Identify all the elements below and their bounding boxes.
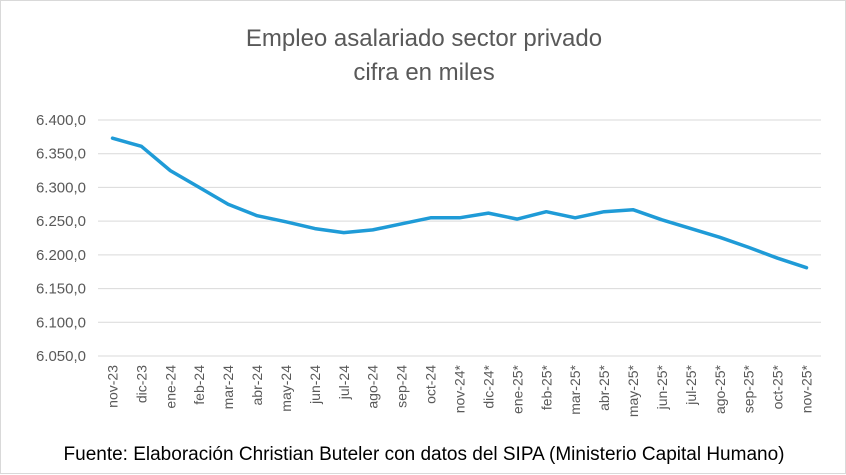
x-axis-tick-labels: nov-23 dic-23 ene-24 feb-24 mar-24 abr-24 may-…	[104, 364, 814, 417]
x-tick-label: ago-25*	[712, 364, 728, 414]
x-tick-label: dic-23	[133, 365, 149, 403]
x-tick-label: ene-24	[162, 365, 178, 409]
x-tick-label: nov-24*	[452, 364, 468, 413]
y-tick-label: 6.200,0	[36, 247, 86, 264]
source-note: Fuente: Elaboración Christian Buteler co…	[1, 444, 846, 466]
x-tick-label: nov-25*	[799, 364, 815, 413]
y-tick-label: 6.250,0	[36, 213, 86, 230]
x-tick-label: oct-24	[423, 365, 439, 404]
x-tick-label: may-25*	[625, 364, 641, 417]
chart-title-line-1: Empleo asalariado sector privado	[246, 25, 602, 52]
y-tick-label: 6.100,0	[36, 314, 86, 331]
series-line-group	[112, 138, 806, 268]
x-tick-label: sep-24	[394, 365, 410, 408]
x-tick-label: jun-24	[307, 365, 323, 405]
y-tick-label: 6.300,0	[36, 179, 86, 196]
x-tick-label: jun-25*	[654, 364, 670, 410]
x-tick-label: feb-24	[191, 365, 207, 405]
x-tick-label: oct-25*	[770, 364, 786, 409]
gridlines	[98, 120, 821, 356]
series-line	[113, 138, 807, 268]
x-tick-label: ago-24	[365, 365, 381, 409]
x-tick-label: feb-25*	[538, 364, 554, 410]
y-tick-label: 6.050,0	[36, 348, 86, 365]
x-tick-label: mar-25*	[567, 364, 583, 414]
x-tick-label: dic-24*	[480, 364, 496, 408]
y-axis-tick-labels: 6.050,0 6.100,0 6.150,0 6.200,0 6.250,0 6.300…	[36, 112, 86, 365]
y-tick-label: 6.400,0	[36, 112, 86, 129]
x-tick-label: may-24	[278, 365, 294, 412]
x-tick-label: jul-24	[336, 365, 352, 400]
x-tick-label: jul-25*	[683, 364, 699, 405]
x-tick-label: sep-25*	[741, 364, 757, 413]
x-tick-label: nov-23	[104, 365, 120, 408]
x-tick-label: abr-24	[249, 365, 265, 406]
y-tick-label: 6.350,0	[36, 146, 86, 163]
x-tick-label: mar-24	[220, 365, 236, 410]
y-tick-label: 6.150,0	[36, 281, 86, 298]
x-tick-label: ene-25*	[509, 364, 525, 414]
x-tick-label: abr-25*	[596, 364, 612, 410]
chart-title-line-2: cifra en miles	[353, 59, 494, 86]
